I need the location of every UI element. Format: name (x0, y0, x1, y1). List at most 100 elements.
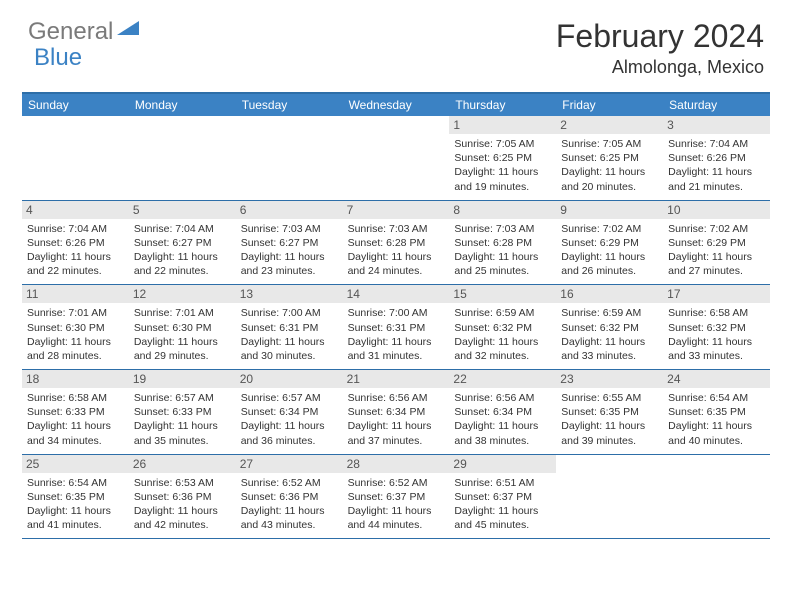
sunrise-line: Sunrise: 6:56 AM (454, 391, 551, 405)
sunrise-line: Sunrise: 6:58 AM (27, 391, 124, 405)
sunrise-line: Sunrise: 7:03 AM (454, 222, 551, 236)
day-cell: 28Sunrise: 6:52 AMSunset: 6:37 PMDayligh… (343, 455, 450, 539)
sunrise-line: Sunrise: 7:02 AM (668, 222, 765, 236)
daylight-line: Daylight: 11 hours and 37 minutes. (348, 419, 445, 447)
week-row: 11Sunrise: 7:01 AMSunset: 6:30 PMDayligh… (22, 285, 770, 370)
sunset-line: Sunset: 6:26 PM (668, 151, 765, 165)
month-title: February 2024 (556, 18, 764, 55)
day-number: 2 (556, 116, 663, 134)
day-cell: 17 Sunrise: 6:58 AMSunset: 6:32 PMDayligh… (663, 285, 770, 369)
day-cell: 22Sunrise: 6:56 AMSunset: 6:34 PMDayligh… (449, 370, 556, 454)
day-cell: 16Sunrise: 6:59 AMSunset: 6:32 PMDayligh… (556, 285, 663, 369)
day-header: Thursday (449, 94, 556, 116)
day-cell: 21Sunrise: 6:56 AMSunset: 6:34 PMDayligh… (343, 370, 450, 454)
sunset-line: Sunset: 6:25 PM (454, 151, 551, 165)
day-header: Friday (556, 94, 663, 116)
day-number: 15 (449, 285, 556, 303)
day-cell: 4Sunrise: 7:04 AMSunset: 6:26 PMDaylight… (22, 201, 129, 285)
logo-text-general: General (28, 18, 113, 46)
sunrise-line: Sunrise: 7:04 AM (27, 222, 124, 236)
empty-cell (663, 455, 770, 539)
sunset-line: Sunset: 6:27 PM (134, 236, 231, 250)
day-number: 12 (129, 285, 236, 303)
day-cell: 9Sunrise: 7:02 AMSunset: 6:29 PMDaylight… (556, 201, 663, 285)
day-number: 21 (343, 370, 450, 388)
day-cell: 1Sunrise: 7:05 AMSunset: 6:25 PMDaylight… (449, 116, 556, 200)
daylight-line: Daylight: 11 hours and 29 minutes. (134, 335, 231, 363)
day-number: 24 (663, 370, 770, 388)
daylight-line: Daylight: 11 hours and 25 minutes. (454, 250, 551, 278)
day-number: 28 (343, 455, 450, 473)
sunset-line: Sunset: 6:29 PM (561, 236, 658, 250)
sunrise-line: Sunrise: 6:58 AM (668, 306, 765, 320)
day-header: Saturday (663, 94, 770, 116)
day-number: 3 (663, 116, 770, 134)
day-number: 19 (129, 370, 236, 388)
sunrise-line: Sunrise: 7:01 AM (27, 306, 124, 320)
day-cell: 24Sunrise: 6:54 AMSunset: 6:35 PMDayligh… (663, 370, 770, 454)
sunrise-line: Sunrise: 7:04 AM (134, 222, 231, 236)
daylight-line: Daylight: 11 hours and 45 minutes. (454, 504, 551, 532)
day-cell: 2Sunrise: 7:05 AMSunset: 6:25 PMDaylight… (556, 116, 663, 200)
daylight-line: Daylight: 11 hours and 42 minutes. (134, 504, 231, 532)
day-number: 13 (236, 285, 343, 303)
sunrise-line: Sunrise: 6:57 AM (241, 391, 338, 405)
daylight-line: Daylight: 11 hours and 33 minutes. (668, 335, 765, 363)
day-number: 26 (129, 455, 236, 473)
sunrise-line: Sunrise: 6:57 AM (134, 391, 231, 405)
daylight-line: Daylight: 11 hours and 30 minutes. (241, 335, 338, 363)
sunset-line: Sunset: 6:26 PM (27, 236, 124, 250)
day-cell: 3Sunrise: 7:04 AMSunset: 6:26 PMDaylight… (663, 116, 770, 200)
sunset-line: Sunset: 6:34 PM (454, 405, 551, 419)
week-row: 4Sunrise: 7:04 AMSunset: 6:26 PMDaylight… (22, 201, 770, 286)
day-number: 7 (343, 201, 450, 219)
sunset-line: Sunset: 6:32 PM (668, 321, 765, 335)
daylight-line: Daylight: 11 hours and 28 minutes. (27, 335, 124, 363)
day-number: 17 (663, 285, 770, 303)
daylight-line: Daylight: 11 hours and 20 minutes. (561, 165, 658, 193)
daylight-line: Daylight: 11 hours and 33 minutes. (561, 335, 658, 363)
daylight-line: Daylight: 11 hours and 24 minutes. (348, 250, 445, 278)
sunset-line: Sunset: 6:35 PM (27, 490, 124, 504)
daylight-line: Daylight: 11 hours and 31 minutes. (348, 335, 445, 363)
sunset-line: Sunset: 6:33 PM (27, 405, 124, 419)
sunset-line: Sunset: 6:34 PM (241, 405, 338, 419)
day-number: 18 (22, 370, 129, 388)
sunset-line: Sunset: 6:33 PM (134, 405, 231, 419)
sunset-line: Sunset: 6:32 PM (561, 321, 658, 335)
sunrise-line: Sunrise: 7:02 AM (561, 222, 658, 236)
sunrise-line: Sunrise: 7:03 AM (241, 222, 338, 236)
day-cell: 20 Sunrise: 6:57 AMSunset: 6:34 PMDayligh… (236, 370, 343, 454)
logo-text-blue: Blue (34, 44, 82, 71)
sunrise-line: Sunrise: 6:59 AM (561, 306, 658, 320)
daylight-line: Daylight: 11 hours and 43 minutes. (241, 504, 338, 532)
daylight-line: Daylight: 11 hours and 26 minutes. (561, 250, 658, 278)
day-header: Tuesday (236, 94, 343, 116)
sunrise-line: Sunrise: 7:00 AM (241, 306, 338, 320)
title-block: February 2024 Almolonga, Mexico (556, 18, 764, 78)
week-row: 18Sunrise: 6:58 AMSunset: 6:33 PMDayligh… (22, 370, 770, 455)
day-number: 25 (22, 455, 129, 473)
sunset-line: Sunset: 6:30 PM (134, 321, 231, 335)
sunset-line: Sunset: 6:29 PM (668, 236, 765, 250)
sunrise-line: Sunrise: 7:00 AM (348, 306, 445, 320)
day-cell: 25Sunrise: 6:54 AMSunset: 6:35 PMDayligh… (22, 455, 129, 539)
week-row: 25 Sunrise: 6:54 AMSunset: 6:35 PM Dayligh… (22, 455, 770, 540)
daylight-line: Daylight: 11 hours and 35 minutes. (134, 419, 231, 447)
sunset-line: Sunset: 6:36 PM (134, 490, 231, 504)
daylight-line: Daylight: 11 hours and 34 minutes. (27, 419, 124, 447)
sunrise-line: Sunrise: 6:54 AM (27, 476, 124, 490)
daylight-line: Daylight: 11 hours and 36 minutes. (241, 419, 338, 447)
sunset-line: Sunset: 6:31 PM (348, 321, 445, 335)
day-header: Monday (129, 94, 236, 116)
day-header: Sunday (22, 94, 129, 116)
sunrise-line: Sunrise: 7:05 AM (561, 137, 658, 151)
day-cell: 13Sunrise: 7:00 AMSunset: 6:31 PMDayligh… (236, 285, 343, 369)
day-number: 4 (22, 201, 129, 219)
day-cell: 15Sunrise: 6:59 AMSunset: 6:32 PMDayligh… (449, 285, 556, 369)
empty-cell (22, 116, 129, 200)
daylight-line: Daylight: 11 hours and 19 minutes. (454, 165, 551, 193)
sunrise-line: Sunrise: 7:04 AM (668, 137, 765, 151)
day-number: 20 (236, 370, 343, 388)
day-number: 27 (236, 455, 343, 473)
